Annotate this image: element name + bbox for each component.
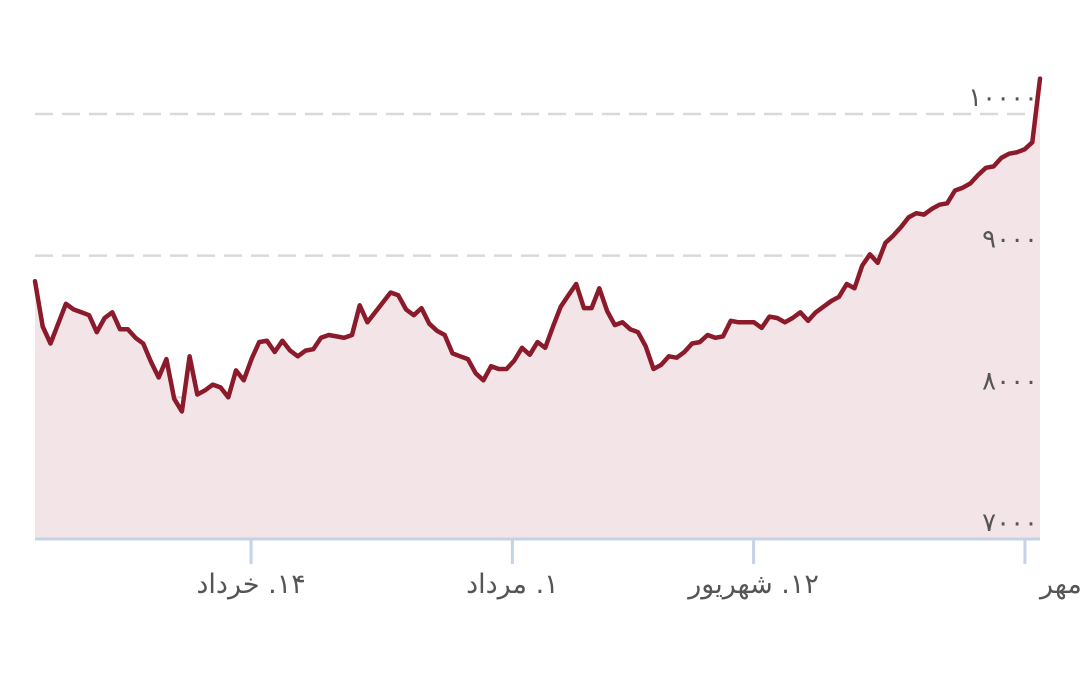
- y-tick-label-3: ۷۰۰۰: [982, 508, 1038, 538]
- x-tick-label-3: ۳۰. مهر: [1038, 569, 1080, 600]
- area-fill: [35, 78, 1040, 539]
- x-axis: [35, 537, 1040, 564]
- x-tick-label-0: ۱۴. خرداد: [196, 569, 305, 600]
- y-tick-label-0: ۱۰۰۰۰: [968, 83, 1038, 113]
- x-tick-label-1: ۱. مرداد: [466, 569, 559, 600]
- y-tick-label-1: ۹۰۰۰: [982, 225, 1038, 255]
- series-line: [32, 76, 1043, 414]
- x-tick-label-2: ۱۲. شهریور: [686, 569, 819, 600]
- x-axis-tick-labels: ۱۴. خرداد ۱. مرداد ۱۲. شهریور ۳۰. مهر: [196, 569, 1080, 600]
- y-axis-tick-labels: ۱۰۰۰۰ ۹۰۰۰ ۸۰۰۰ ۷۰۰۰: [968, 83, 1038, 538]
- y-tick-label-2: ۸۰۰۰: [982, 366, 1038, 396]
